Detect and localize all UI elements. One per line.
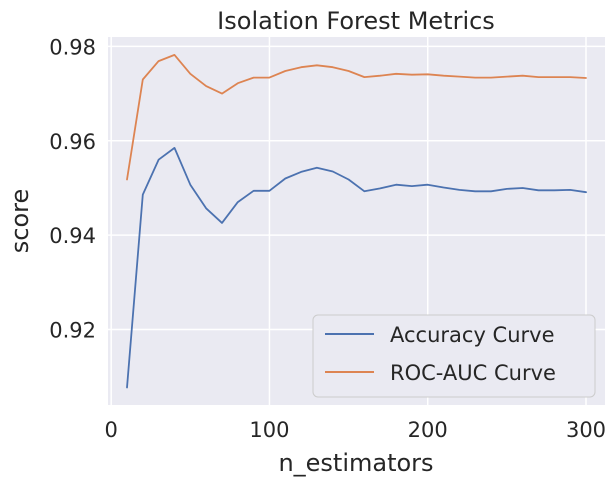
y-tick-label: 0.92 <box>49 319 96 343</box>
y-tick-label: 0.98 <box>49 35 96 59</box>
series-line-accuracy <box>126 146 587 389</box>
x-axis-label: n_estimators <box>278 449 433 477</box>
legend-label-roc-auc: ROC-AUC Curve <box>390 361 556 385</box>
legend-box <box>312 314 596 398</box>
x-tick-label: 300 <box>566 418 606 442</box>
y-tick-label: 0.94 <box>49 224 96 248</box>
x-tick-label: 0 <box>104 418 117 442</box>
y-tick-label: 0.96 <box>49 130 96 154</box>
y-axis-label: score <box>6 189 34 254</box>
x-ticks: 0 100 200 300 <box>104 418 606 442</box>
x-tick-label: 100 <box>249 418 289 442</box>
legend-label-accuracy: Accuracy Curve <box>390 323 555 347</box>
series-line-roc-auc <box>126 54 587 181</box>
x-tick-label: 200 <box>408 418 448 442</box>
chart-title: Isolation Forest Metrics <box>217 7 495 35</box>
grid <box>108 37 605 405</box>
series-lines <box>126 54 587 389</box>
y-ticks: 0.92 0.94 0.96 0.98 <box>49 35 96 342</box>
legend: Accuracy Curve ROC-AUC Curve <box>312 314 596 398</box>
